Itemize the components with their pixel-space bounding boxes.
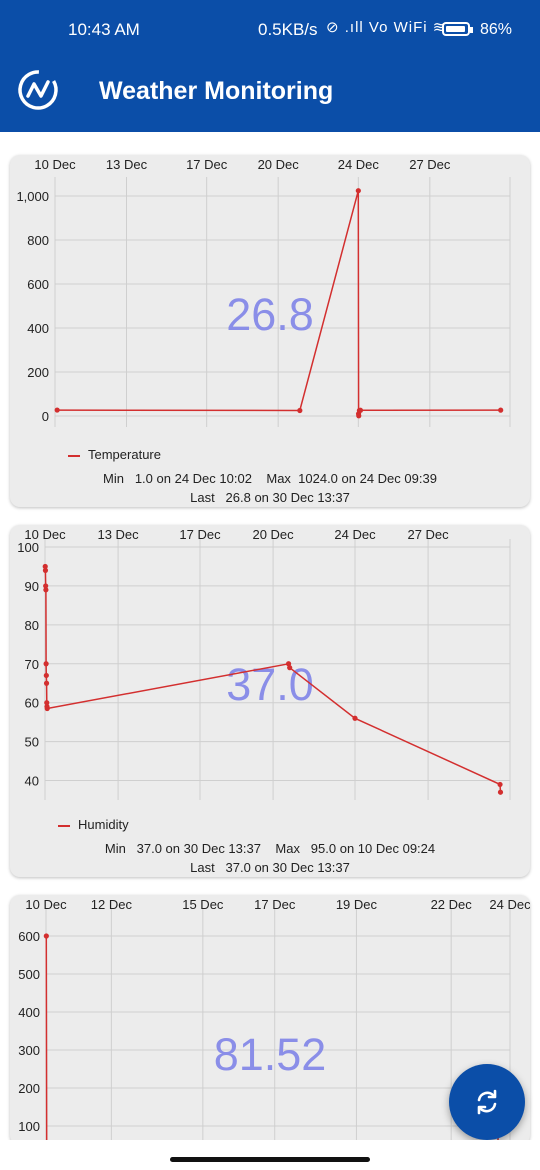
data-point <box>356 413 362 419</box>
data-point <box>43 583 49 589</box>
status-bar: 10:43 AM 0.5KB/s ⊘ .ıll Vo WiFi ≋ 86% <box>0 0 540 50</box>
data-point <box>43 933 49 939</box>
y-tick-label: 600 <box>27 277 49 292</box>
y-tick-label: 200 <box>18 1081 40 1096</box>
data-point <box>355 188 361 194</box>
y-tick-label: 50 <box>25 735 39 750</box>
y-tick-label: 90 <box>25 579 39 594</box>
y-tick-label: 70 <box>25 657 39 672</box>
data-point <box>297 407 303 414</box>
third-chart-card: 10 Dec 12 Dec 15 Dec 17 Dec 19 Dec 22 Dec 24 D… <box>10 895 530 1145</box>
y-tick-label: 300 <box>18 1043 40 1058</box>
x-tick-label: 22 Dec <box>431 897 473 912</box>
app-bar: Weather Monitoring <box>0 50 540 132</box>
y-tick-label: 600 <box>18 929 40 944</box>
y-tick-label: 800 <box>27 233 49 248</box>
data-point <box>42 567 49 573</box>
y-tick-label: 80 <box>25 618 39 633</box>
y-tick-label: 60 <box>25 696 39 711</box>
x-tick-label: 24 Dec <box>338 157 380 172</box>
signal-wifi-icons: ⊘ .ıll Vo WiFi ≋ <box>326 19 447 36</box>
data-point <box>357 407 364 413</box>
data-point <box>43 680 50 686</box>
y-tick-label: 1,000 <box>16 189 49 204</box>
x-tick-label: 17 Dec <box>179 527 221 542</box>
data-point <box>42 563 48 570</box>
x-tick-label: 13 Dec <box>97 527 139 542</box>
data-point <box>497 781 503 788</box>
humidity-chart[interactable]: 10 Dec 13 Dec 17 Dec 20 Dec 24 Dec 27 Dec 40 50… <box>10 525 530 815</box>
data-point <box>44 705 50 712</box>
y-tick-label: 400 <box>27 321 49 336</box>
x-tick-label: 17 Dec <box>254 897 296 912</box>
x-tick-label: 10 Dec <box>24 527 66 542</box>
humidity-stats: Min 37.0 on 30 Dec 13:37 Max 95.0 on 10 … <box>10 839 530 877</box>
humidity-legend: Humidity <box>58 817 129 832</box>
legend-swatch <box>58 824 70 827</box>
data-point <box>43 661 49 667</box>
legend-label: Temperature <box>88 447 161 462</box>
x-tick-label: 10 Dec <box>34 157 76 172</box>
x-tick-label: 20 Dec <box>252 527 294 542</box>
data-point <box>498 407 504 413</box>
data-point <box>352 715 358 721</box>
temperature-chart-card: 10 Dec 13 Dec 17 Dec 20 Dec 24 Dec 27 Dec 0 200… <box>10 155 530 507</box>
app-logo-icon <box>18 70 58 110</box>
x-tick-label: 27 Dec <box>407 527 449 542</box>
humidity-min-max: Min 37.0 on 30 Dec 13:37 Max 95.0 on 10 … <box>104 841 436 856</box>
legend-label: Humidity <box>78 817 129 832</box>
temperature-last: Last 26.8 on 30 Dec 13:37 <box>190 490 350 505</box>
temperature-chart[interactable]: 10 Dec 13 Dec 17 Dec 20 Dec 24 Dec 27 Dec 0 200… <box>10 155 530 445</box>
humidity-last: Last 37.0 on 30 Dec 13:37 <box>190 860 350 875</box>
battery-icon <box>442 22 473 36</box>
humidity-chart-card: 10 Dec 13 Dec 17 Dec 20 Dec 24 Dec 27 Dec 40 50… <box>10 525 530 877</box>
network-speed: 0.5KB/s <box>258 20 318 39</box>
refresh-icon <box>477 1089 497 1115</box>
data-point <box>54 407 60 413</box>
x-tick-label: 15 Dec <box>182 897 224 912</box>
data-point <box>287 665 293 671</box>
x-tick-label: 19 Dec <box>336 897 378 912</box>
legend-swatch <box>68 454 80 457</box>
y-tick-label: 400 <box>18 1005 40 1020</box>
current-value: 26.8 <box>226 289 314 340</box>
y-tick-label: 100 <box>17 540 39 555</box>
x-tick-label: 20 Dec <box>258 157 300 172</box>
x-tick-label: 10 Dec <box>25 897 67 912</box>
y-tick-label: 200 <box>27 365 49 380</box>
x-tick-label: 24 Dec <box>334 527 376 542</box>
x-tick-label: 13 Dec <box>106 157 148 172</box>
temperature-legend: Temperature <box>68 447 161 462</box>
x-tick-label: 12 Dec <box>91 897 133 912</box>
x-tick-label: 27 Dec <box>409 157 451 172</box>
home-gesture-handle[interactable] <box>170 1157 370 1162</box>
y-tick-label: 500 <box>18 967 40 982</box>
x-tick-label: 17 Dec <box>186 157 228 172</box>
x-tick-label: 24 Dec <box>489 897 530 912</box>
data-point <box>497 789 504 795</box>
y-tick-label: 40 <box>25 774 39 789</box>
current-value: 81.52 <box>214 1029 327 1080</box>
refresh-button[interactable] <box>449 1064 525 1140</box>
status-time: 10:43 AM <box>68 20 140 39</box>
data-point <box>43 587 49 593</box>
y-tick-label: 0 <box>42 409 49 424</box>
data-point <box>44 700 50 706</box>
y-tick-label: 100 <box>18 1119 40 1134</box>
temperature-stats: Min 1.0 on 24 Dec 10:02 Max 1024.0 on 24… <box>10 469 530 507</box>
battery-level: 86% <box>480 21 513 38</box>
system-nav-bar <box>0 1140 540 1170</box>
app-title: Weather Monitoring <box>99 77 334 105</box>
temperature-min-max: Min 1.0 on 24 Dec 10:02 Max 1024.0 on 24… <box>103 471 437 486</box>
data-point <box>43 672 49 679</box>
